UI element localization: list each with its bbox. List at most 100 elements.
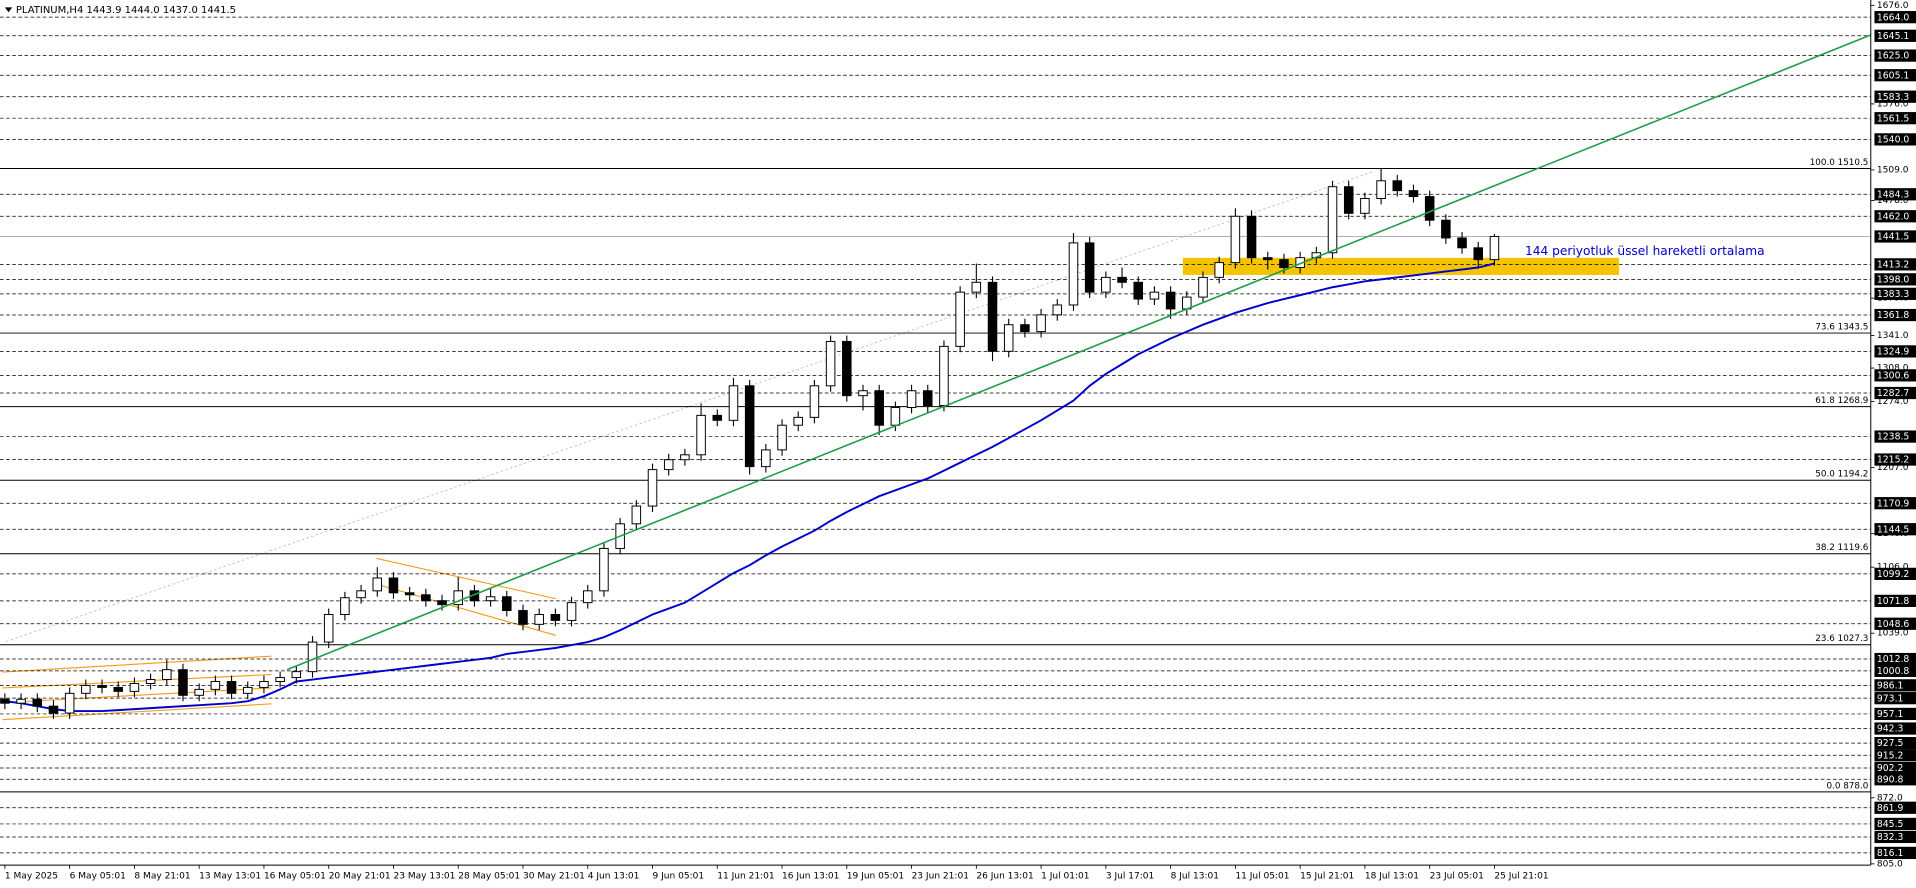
level-box [1874,801,1916,814]
level-label: 902.2 [1877,763,1904,774]
candle-body [809,385,820,418]
candle-body [1052,304,1063,316]
candle-body [1441,219,1451,239]
candle-body [1101,276,1111,293]
level-box [1874,345,1916,358]
level-box [1874,749,1916,762]
channel-line [2,703,272,721]
candle-body [1020,324,1030,333]
candle-body [1408,190,1419,198]
candle-body [502,596,512,612]
x-tick-label: 25 Jul 21:01 [1494,872,1548,882]
level-box [1874,679,1916,692]
chart-title: PLATINUM,H4 1443.9 1444.0 1437.0 1441.5 [16,5,236,16]
y-tick-label: 872.0 [1877,793,1903,803]
level-label: 942.3 [1877,724,1904,735]
trend-line [286,32,1876,671]
candle-body [955,291,965,347]
channel-line [2,687,272,704]
candle-body [323,613,334,643]
x-tick-label: 3 Jul 17:01 [1106,872,1154,882]
candle-body [178,669,188,696]
candle-body [388,577,399,594]
level-label: 986.1 [1877,680,1904,691]
level-box [1874,594,1916,607]
y-tick-label: 1274.0 [1877,397,1909,407]
level-label: 861.9 [1877,803,1904,814]
candle-body [1327,186,1338,254]
candle-body [1392,180,1403,192]
fib-label: 61.8 1268.9 [1815,396,1868,406]
candle-body [194,688,204,696]
x-tick-label: 8 May 21:01 [134,872,190,882]
candle-body [1343,186,1354,214]
level-box [1874,567,1916,580]
candle-body [242,686,253,694]
level-box [1874,90,1916,103]
candle-body [647,469,658,507]
candle-body [307,641,318,673]
candle-body [404,592,415,596]
x-tick-label: 28 May 05:01 [458,872,520,882]
level-box [1874,112,1916,125]
level-box [1874,773,1916,786]
x-tick-label: 30 May 21:01 [523,872,585,882]
candle-body [1133,281,1144,300]
level-label: 1099.2 [1877,569,1909,580]
candle-body [1084,242,1095,293]
level-box [1874,707,1916,721]
fib-label: 0.0 878.0 [1826,781,1868,791]
candle-body [663,459,674,471]
channel-line [2,673,272,689]
candle-body [81,684,91,694]
candle-body [1214,262,1224,278]
candle-body [631,505,642,525]
time-axis-bg [0,865,1916,888]
level-box [1874,369,1916,382]
x-tick-label: 15 Jul 21:01 [1300,872,1354,882]
x-tick-label: 6 May 05:01 [70,872,126,882]
candle-body [680,454,690,461]
fib-label: 38.2 1119.6 [1815,543,1868,553]
level-box [1874,69,1916,82]
candle-body [372,577,383,592]
y-tick-label: 1676.0 [1877,1,1909,11]
candle-body [793,416,803,426]
candle-body [696,414,706,456]
ema-annotation: 144 periyotluk üssel hareketli ortalama [1525,244,1765,258]
level-box [1874,652,1916,666]
candle-body [534,613,544,625]
level-label: 1170.9 [1877,498,1910,509]
level-box [1874,453,1916,466]
x-tick-label: 16 Jun 13:01 [782,872,839,882]
candle-body [728,385,739,421]
y-tick-label: 1576.0 [1877,99,1909,109]
y-tick-label: 1341.0 [1877,331,1909,341]
fib-label: 100.0 1510.5 [1810,158,1869,168]
candle-body [858,390,868,397]
level-box [1874,210,1916,223]
level-box [1874,817,1916,831]
x-tick-label: 8 Jul 13:01 [1171,872,1219,882]
candle-body [1473,247,1484,261]
candle-body [275,677,285,682]
candle-body [421,594,431,602]
candle-body [0,698,10,704]
level-label: 1625.0 [1877,51,1910,62]
level-label: 1645.1 [1877,31,1910,42]
candle-body [874,390,884,426]
level-box [1874,308,1916,322]
level-box [1874,430,1916,443]
price-label: 1441.5 [1877,232,1910,243]
x-tick-label: 16 May 05:01 [264,872,326,882]
candle-body [1230,215,1241,264]
level-label: 1000.8 [1877,666,1910,677]
candle-body [1262,257,1273,261]
level-box [1874,29,1916,42]
x-tick-label: 1 May 2025 [5,872,58,882]
level-box [1874,523,1916,536]
level-label: 890.8 [1877,774,1904,785]
candle-body [16,698,26,704]
candle-body [550,613,561,621]
